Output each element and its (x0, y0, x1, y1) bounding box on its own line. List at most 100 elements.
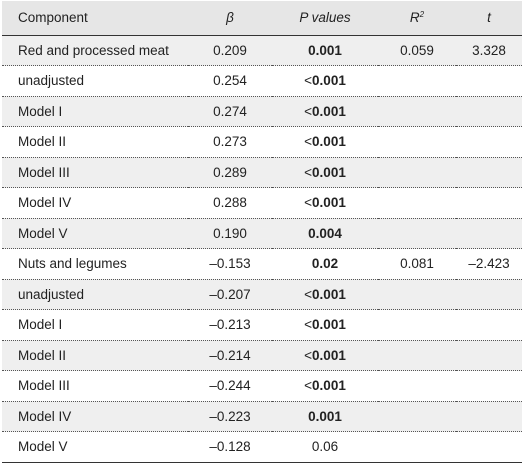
cell-t: –2.423 (456, 248, 522, 280)
cell-t (456, 370, 522, 402)
cell-beta: 0.274 (188, 96, 272, 127)
p-value-number: 0.001 (308, 42, 342, 58)
cell-beta: 0.289 (188, 157, 272, 188)
cell-beta: –0.207 (188, 279, 272, 310)
cell-p-value: <0.001 (272, 187, 378, 219)
header-component: Component (2, 1, 188, 36)
cell-t (456, 431, 522, 463)
header-r2-sup: 2 (419, 10, 425, 20)
p-value-prefix: < (304, 317, 313, 333)
cell-t (456, 187, 522, 219)
cell-t (456, 340, 522, 371)
table-row: Model I 0.274 <0.001 (2, 96, 522, 127)
header-r2-base: R (409, 10, 420, 26)
header-r2: R2 (378, 1, 456, 36)
header-row: Component β P values R2 t (2, 1, 522, 36)
p-value-number: 0.001 (312, 286, 346, 302)
cell-p-value: 0.001 (272, 401, 378, 432)
cell-p-value: <0.001 (272, 157, 378, 188)
p-value-number: 0.001 (312, 347, 346, 363)
table-row: Model IV 0.288 <0.001 (2, 187, 522, 219)
cell-t (456, 401, 522, 432)
cell-p-value: <0.001 (272, 65, 378, 97)
table-row: Red and processed meat 0.209 0.001 0.059 3.3… (2, 35, 522, 66)
cell-r2 (378, 309, 456, 341)
header-t: t (456, 1, 522, 36)
p-value-number: 0.02 (311, 256, 339, 272)
cell-component: Model V (2, 431, 188, 463)
table-row: Model V –0.128 0.06 (2, 431, 522, 463)
cell-p-value: 0.06 (272, 431, 378, 463)
table-row: unadjusted –0.207 <0.001 (2, 279, 522, 310)
cell-beta: 0.190 (188, 218, 272, 249)
p-value-number: 0.004 (308, 225, 342, 241)
cell-t (456, 218, 522, 249)
table-row: Model V 0.190 0.004 (2, 218, 522, 249)
cell-p-value: <0.001 (272, 96, 378, 127)
cell-component: unadjusted (2, 65, 188, 97)
cell-t (456, 309, 522, 341)
cell-p-value: 0.02 (272, 248, 378, 280)
cell-p-value: <0.001 (272, 126, 378, 158)
cell-r2 (378, 218, 456, 249)
cell-p-value: <0.001 (272, 370, 378, 402)
table-row: Model II 0.273 <0.001 (2, 126, 522, 158)
cell-r2 (378, 401, 456, 432)
header-beta: β (188, 1, 272, 36)
table-row: Model III 0.289 <0.001 (2, 157, 522, 188)
table-row: Model II –0.214 <0.001 (2, 340, 522, 371)
cell-p-value: 0.001 (272, 35, 378, 66)
cell-beta: 0.288 (188, 187, 272, 219)
cell-r2 (378, 96, 456, 127)
cell-r2 (378, 279, 456, 310)
cell-component: Model IV (2, 401, 188, 432)
cell-r2 (378, 65, 456, 97)
cell-t: 3.328 (456, 35, 522, 66)
cell-beta: 0.209 (188, 35, 272, 66)
p-value-number: 0.001 (312, 103, 346, 119)
cell-t (456, 157, 522, 188)
cell-component: Model I (2, 309, 188, 341)
table-row: Model IV –0.223 0.001 (2, 401, 522, 432)
table-row: Model I –0.213 <0.001 (2, 309, 522, 341)
cell-component: Model IV (2, 187, 188, 219)
cell-t (456, 65, 522, 97)
cell-t (456, 279, 522, 310)
cell-component: Red and processed meat (2, 35, 188, 66)
p-value-number: 0.001 (312, 164, 346, 180)
header-p-values: P values (272, 1, 378, 36)
cell-component: Model III (2, 370, 188, 402)
cell-beta: –0.223 (188, 401, 272, 432)
cell-p-value: <0.001 (272, 309, 378, 341)
p-value-prefix: < (304, 347, 313, 363)
p-value-prefix: < (304, 378, 313, 394)
p-value-number: 0.001 (312, 195, 346, 211)
cell-beta: –0.244 (188, 370, 272, 402)
cell-beta: –0.128 (188, 431, 272, 463)
table-header: Component β P values R2 t (2, 1, 522, 36)
p-value-prefix: < (304, 103, 313, 119)
table-row: unadjusted 0.254 <0.001 (2, 65, 522, 97)
cell-beta: –0.214 (188, 340, 272, 371)
p-value-number: 0.06 (311, 439, 339, 455)
cell-t (456, 96, 522, 127)
table-row: Nuts and legumes –0.153 0.02 0.081 –2.423 (2, 248, 522, 280)
cell-component: Nuts and legumes (2, 248, 188, 280)
cell-r2 (378, 340, 456, 371)
cell-component: Model I (2, 96, 188, 127)
p-value-prefix: < (304, 286, 313, 302)
cell-r2 (378, 157, 456, 188)
p-value-number: 0.001 (308, 408, 342, 424)
cell-beta: 0.254 (188, 65, 272, 97)
cell-component: Model II (2, 340, 188, 371)
p-value-number: 0.001 (312, 378, 346, 394)
p-value-prefix: < (304, 195, 313, 211)
cell-p-value: 0.004 (272, 218, 378, 249)
cell-component: Model II (2, 126, 188, 158)
table-row: Model III –0.244 <0.001 (2, 370, 522, 402)
cell-component: Model V (2, 218, 188, 249)
cell-component: unadjusted (2, 279, 188, 310)
cell-r2 (378, 187, 456, 219)
